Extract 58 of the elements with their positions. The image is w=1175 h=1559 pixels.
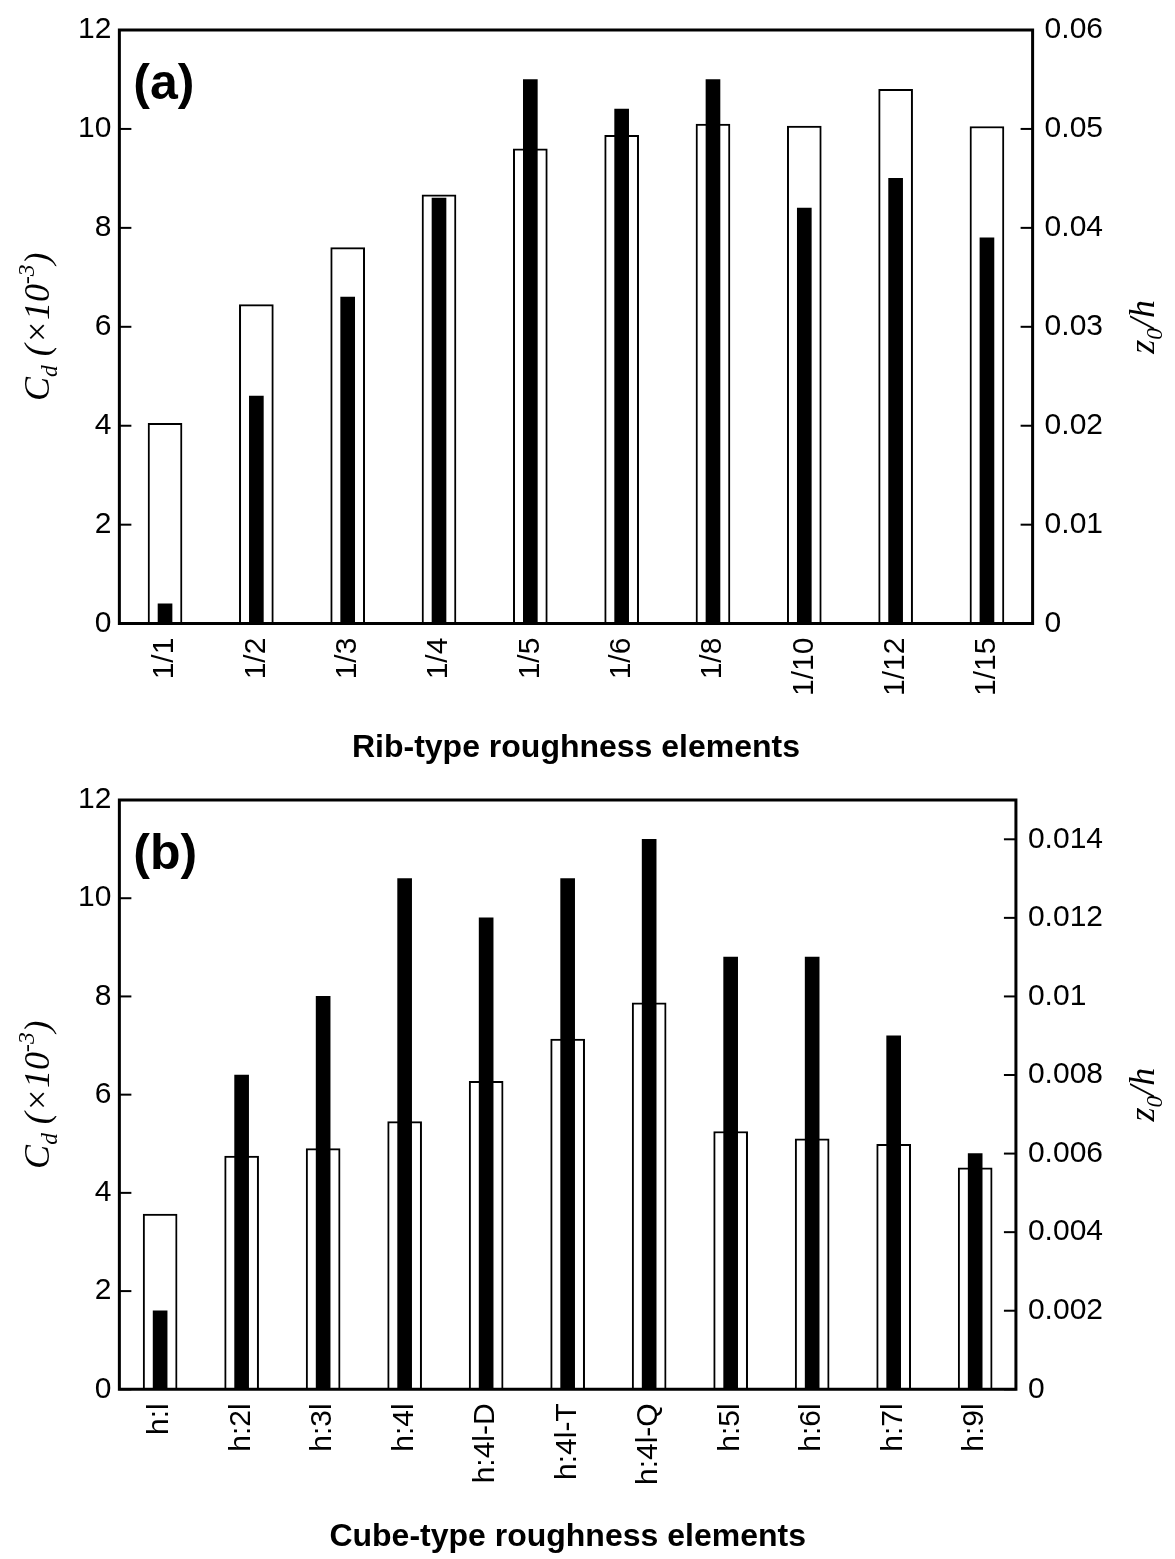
y-tick-label: 4	[94, 407, 112, 441]
x-tick-label: 1/3	[328, 637, 362, 680]
text: (a)	[133, 53, 195, 110]
y2-tick-label: 0.008	[1027, 1056, 1103, 1090]
x-tick-label: 1/10	[785, 637, 819, 696]
x-tick-label: 1/6	[602, 637, 636, 680]
y2-tick-label: 0.02	[1044, 407, 1103, 441]
x-tick-label: h:2l	[222, 1403, 256, 1452]
y2-tick-label: 0.006	[1027, 1134, 1103, 1168]
y-tick-label: 12	[77, 11, 112, 45]
y-tick-label: 2	[94, 1272, 112, 1306]
x-tick-label: 1/1	[146, 637, 180, 680]
y-tick-label: 8	[94, 977, 112, 1011]
y-tick-label: 12	[77, 781, 112, 815]
y2-tick-label: 0	[1044, 604, 1062, 638]
y-tick-label: 6	[94, 1075, 112, 1109]
y-axis-title: Cd (×10-3)	[12, 252, 62, 402]
y2-tick-label: 0.04	[1044, 209, 1103, 243]
x-tick-label: h:4l-Q	[630, 1403, 664, 1486]
y2-tick-label: 0.004	[1027, 1213, 1103, 1247]
x-tick-label: h:3l	[304, 1403, 338, 1452]
x-tick-label: h:4l-D	[467, 1403, 501, 1484]
y2-tick-label: 0.002	[1027, 1292, 1103, 1325]
y2-tick-label: 0.06	[1044, 11, 1103, 45]
x-tick-label: h:6l	[793, 1403, 827, 1452]
x-tick-label: 1/12	[876, 637, 910, 696]
x-tick-label: 1/15	[968, 637, 1002, 696]
x-tick-label: 1/2	[237, 637, 271, 680]
y-tick-label: 8	[94, 209, 112, 243]
x-tick-label: h:9l	[956, 1403, 990, 1452]
y-tick-label: 6	[94, 308, 112, 342]
x-tick-label: 1/5	[511, 637, 545, 680]
y-tick-label: 4	[94, 1174, 112, 1208]
y-tick-label: 0	[94, 1370, 112, 1404]
x-axis-title: Rib-type roughness elements	[351, 727, 801, 764]
x-tick-label: h:5l	[711, 1403, 745, 1452]
y-tick-label: 10	[77, 879, 112, 913]
x-axis-title: Cube-type roughness elements	[329, 1516, 806, 1553]
x-tick-label: 1/8	[694, 637, 728, 680]
y2-axis-title: z0/h	[1122, 1067, 1167, 1123]
text: (b)	[133, 823, 198, 880]
y-tick-label: 2	[94, 505, 112, 539]
y-axis-title: Cd (×10-3)	[12, 1020, 62, 1169]
y-tick-label: 10	[77, 110, 112, 144]
y2-tick-label: 0.05	[1044, 110, 1103, 144]
y2-tick-label: 0.03	[1044, 308, 1103, 342]
y2-tick-label: 0	[1027, 1370, 1045, 1404]
y2-tick-label: 0.01	[1044, 505, 1103, 539]
y2-tick-label: 0.012	[1027, 899, 1103, 933]
y-tick-label: 0	[94, 604, 112, 638]
y2-tick-label: 0.01	[1027, 977, 1087, 1011]
x-tick-label: h:4l	[385, 1403, 419, 1452]
x-tick-label: h:7l	[874, 1403, 908, 1452]
x-tick-label: 1/4	[420, 637, 454, 680]
y2-tick-label: 0.014	[1027, 820, 1103, 854]
x-tick-label: h:l	[141, 1403, 175, 1435]
y2-axis-title: z0/h	[1122, 299, 1167, 355]
x-tick-label: h:4l-T	[548, 1403, 582, 1480]
